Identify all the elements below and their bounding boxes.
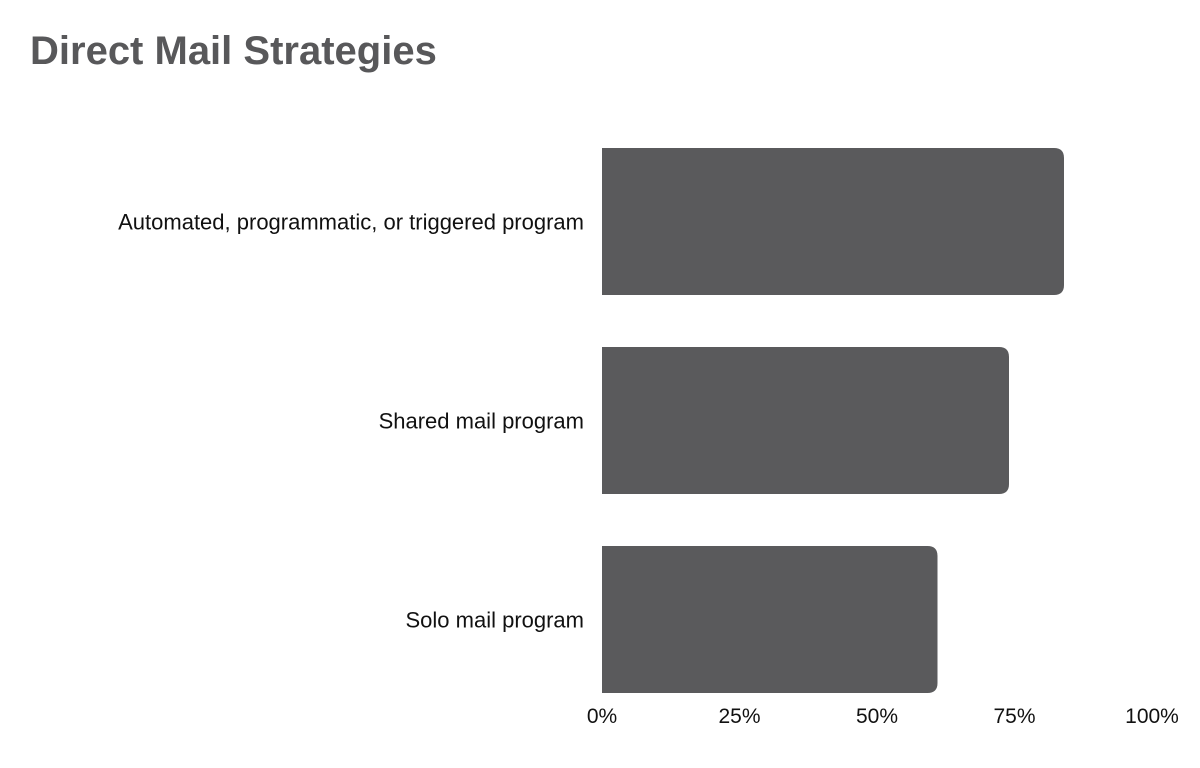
x-tick-label-3: 50% — [856, 705, 898, 728]
category-label-3: Solo mail program — [405, 608, 584, 633]
bar-3 — [602, 546, 938, 693]
bar-2 — [602, 347, 1009, 494]
x-tick-label-2: 25% — [718, 705, 760, 728]
x-tick-label-4: 75% — [993, 705, 1035, 728]
bars-group — [602, 148, 1064, 693]
category-label-2: Shared mail program — [379, 409, 584, 434]
bar-1 — [602, 148, 1064, 295]
chart-title: Direct Mail Strategies — [30, 29, 437, 73]
x-axis-ticks: 0% 25% 50% 75% 100% — [587, 705, 1179, 728]
x-tick-label-1: 0% — [587, 705, 617, 728]
x-tick-label-5: 100% — [1125, 705, 1179, 728]
category-label-1: Automated, programmatic, or triggered pr… — [118, 210, 584, 235]
category-labels: Automated, programmatic, or triggered pr… — [118, 210, 584, 633]
